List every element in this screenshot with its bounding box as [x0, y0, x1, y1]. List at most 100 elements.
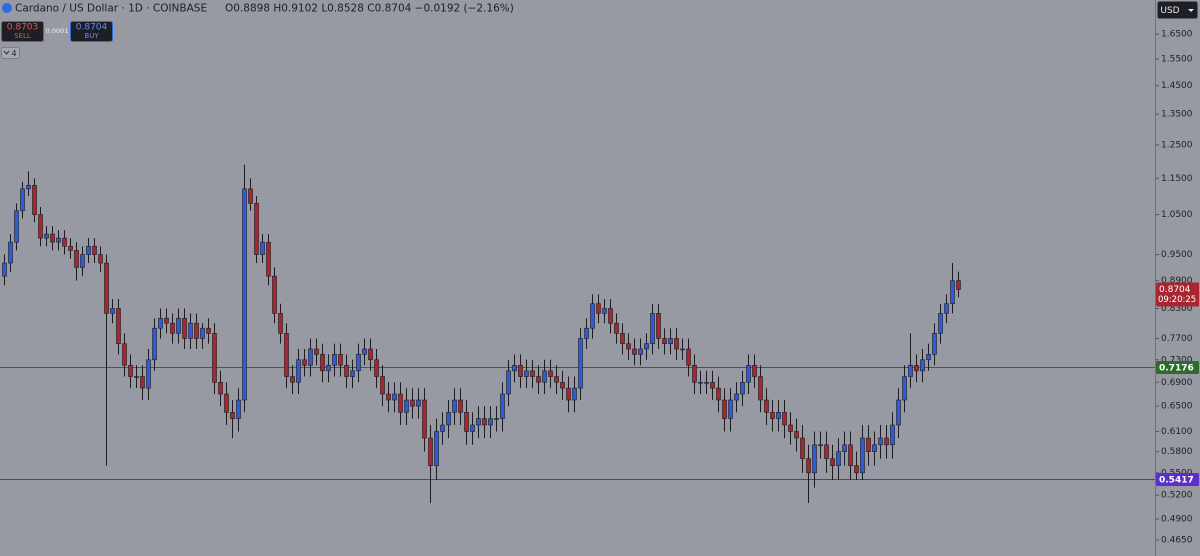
collapse-chevron: [3, 50, 10, 55]
buy-price: 0.8704: [76, 23, 108, 33]
candle-body: [770, 412, 775, 419]
candle-body: [710, 381, 715, 389]
candle-body: [308, 348, 313, 366]
buy-button[interactable]: [70, 21, 113, 42]
candle-body: [326, 364, 331, 372]
candle-body: [548, 370, 553, 377]
candle-body: [26, 184, 31, 190]
candle-body: [122, 343, 127, 366]
candle-body: [56, 237, 61, 243]
candle-body: [440, 424, 445, 432]
candle-body: [692, 364, 697, 383]
candle-body: [476, 418, 481, 426]
candle-body: [224, 393, 229, 413]
candle-body: [272, 275, 277, 314]
candle-body: [560, 381, 565, 389]
candle-body: [236, 399, 241, 419]
candle-body: [218, 381, 223, 395]
candle-body: [914, 364, 919, 372]
candle-body: [14, 210, 19, 243]
candle-body: [566, 387, 571, 401]
candle-body: [674, 338, 679, 350]
candle-body: [752, 364, 757, 377]
candle-body: [668, 338, 673, 344]
candle-body: [374, 359, 379, 377]
candle-body: [104, 262, 109, 314]
candle-body: [542, 370, 547, 383]
candle-body: [170, 322, 175, 334]
candle-body: [110, 308, 115, 314]
candle-body: [350, 370, 355, 377]
candle-body: [554, 376, 559, 383]
candle-body: [578, 338, 583, 389]
sell-price: 0.8703: [7, 23, 39, 33]
candle-body: [266, 241, 271, 277]
candle-body: [698, 381, 703, 384]
y-tick-label: 0.5800: [1161, 447, 1193, 457]
candle-body: [614, 322, 619, 334]
level-label: 0.5417: [1159, 476, 1194, 486]
candle-body: [380, 376, 385, 395]
candle-body: [878, 437, 883, 446]
candle-body: [44, 233, 49, 239]
candle-body: [500, 393, 505, 419]
candle-body: [116, 308, 121, 344]
candle-body: [524, 370, 529, 377]
candle-body: [944, 303, 949, 314]
candle-body: [836, 451, 841, 466]
candle-body: [830, 458, 835, 466]
candle-body: [842, 444, 847, 452]
currency-button[interactable]: [1157, 1, 1198, 19]
y-tick-label: 0.5200: [1161, 491, 1193, 501]
candle-body: [584, 327, 589, 339]
candle-body: [8, 241, 13, 264]
y-tick-label: 0.6500: [1161, 402, 1193, 412]
candle-body: [92, 245, 97, 255]
candle-body: [758, 376, 763, 401]
candle-body: [938, 313, 943, 334]
candle-body: [74, 250, 79, 268]
candle-body: [776, 412, 781, 419]
candle-body: [506, 370, 511, 395]
candle-body: [518, 364, 523, 377]
candle-body: [260, 241, 265, 255]
candle-body: [854, 465, 859, 474]
candle-body: [134, 376, 139, 378]
candle-body: [926, 354, 931, 361]
candle-body: [152, 327, 157, 361]
candle-body: [428, 437, 433, 466]
level-label: 0.7176: [1159, 364, 1194, 374]
y-tick-label: 0.9500: [1161, 250, 1193, 260]
candle-body: [98, 254, 103, 264]
candle-body: [410, 399, 415, 407]
candle-body: [716, 387, 721, 401]
candle-body: [362, 348, 367, 355]
candle-body: [890, 424, 895, 446]
candle-body: [248, 188, 253, 204]
candle-body: [2, 262, 7, 277]
candle-body: [164, 317, 169, 324]
candle-body: [62, 237, 67, 247]
candle-body: [176, 317, 181, 334]
candle-body: [908, 364, 913, 377]
y-tick-label: 0.6100: [1161, 427, 1193, 437]
sell-button[interactable]: [1, 21, 44, 42]
candle-body: [140, 376, 145, 389]
y-tick-label: 1.6500: [1161, 30, 1193, 40]
candle-body: [572, 387, 577, 401]
collapse-button[interactable]: [1, 47, 20, 59]
level-badge: [1156, 361, 1199, 374]
candle-body: [458, 399, 463, 413]
candle-body: [434, 431, 439, 466]
candle-body: [68, 245, 73, 251]
candle-body: [626, 343, 631, 350]
candle-body: [884, 437, 889, 446]
y-tick-label: 1.3500: [1161, 110, 1193, 120]
candle-body: [452, 399, 457, 413]
candle-body: [494, 418, 499, 420]
candle-body: [818, 444, 823, 447]
candle-body: [320, 354, 325, 372]
candle-body: [206, 327, 211, 334]
last-price: 0.8704: [1159, 285, 1191, 295]
